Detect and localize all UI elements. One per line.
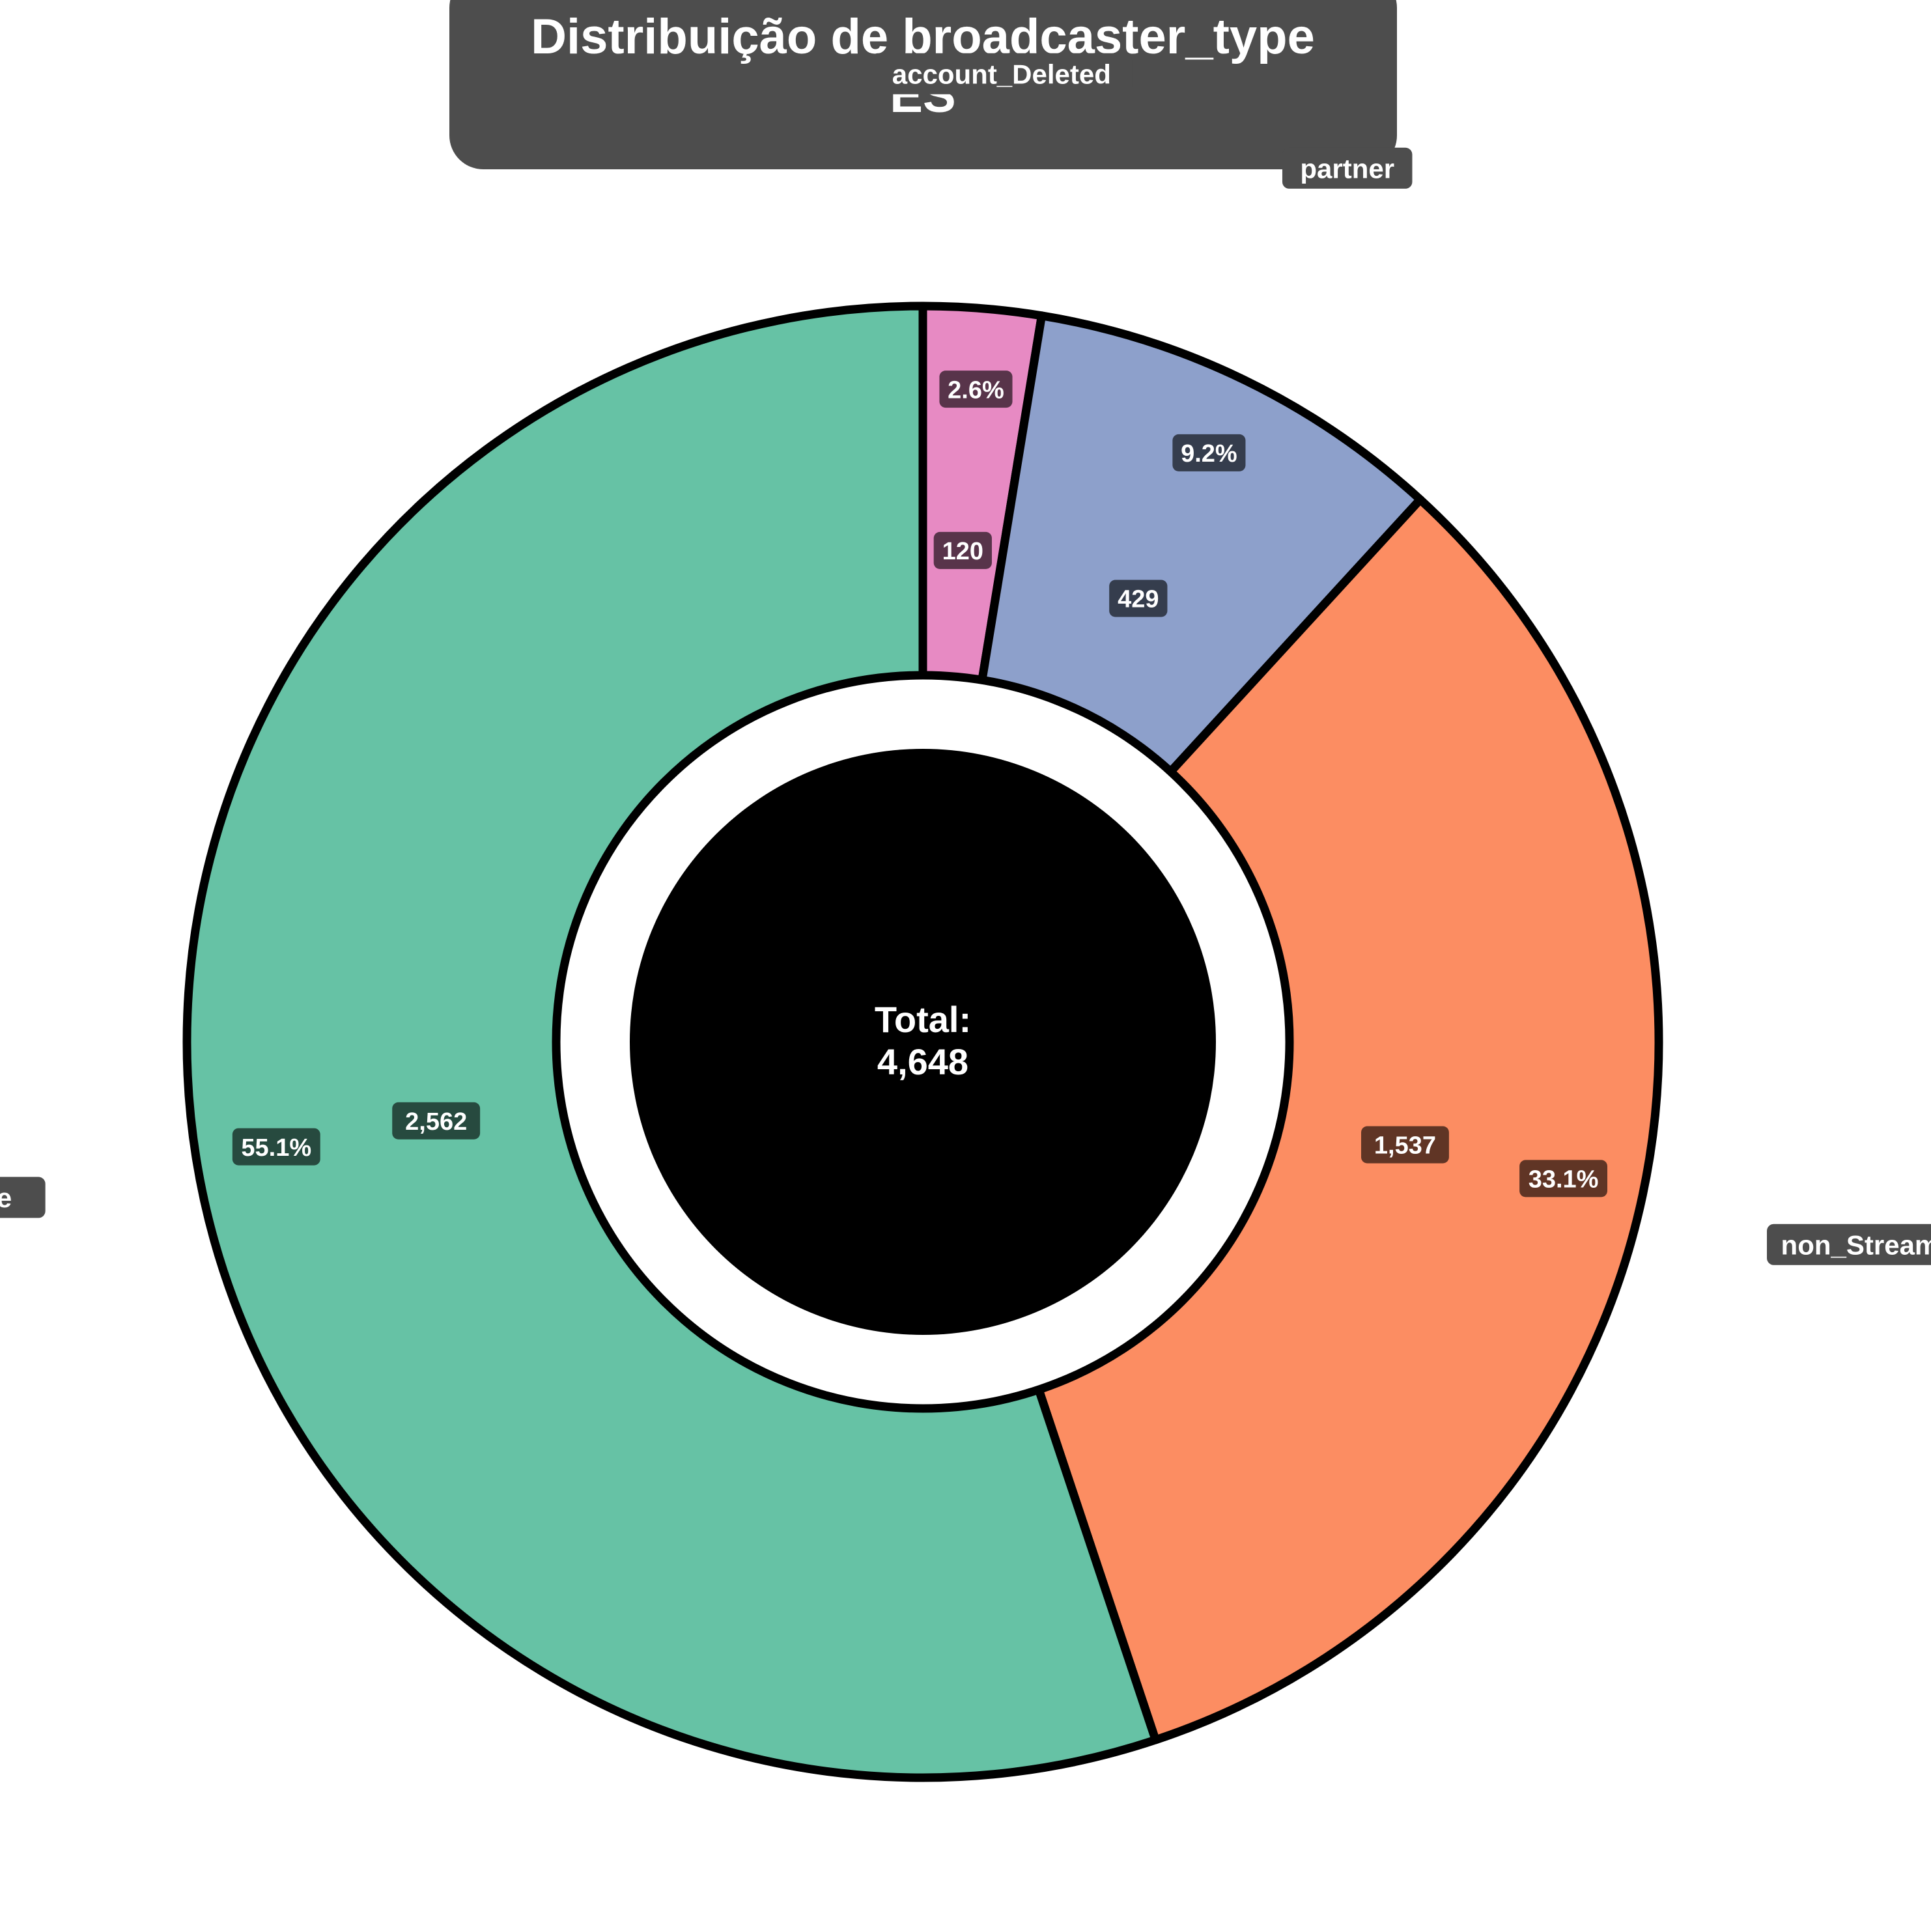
slice-value-affiliate-badge: 2,562 (392, 1102, 481, 1140)
slice-percent-partner-badge-bg (1172, 434, 1246, 471)
slice-percent-affiliate: 55.1% (241, 1134, 311, 1162)
slice-percent-partner: 9.2% (1181, 440, 1237, 468)
slice-label-affiliate: affiliate (0, 1183, 12, 1213)
slice-value-account-deleted: 120 (942, 538, 983, 565)
slice-percent-account-deleted-badge: 2.6% (939, 371, 1013, 408)
donut-center-disc (630, 749, 1216, 1335)
slice-value-partner-badge-bg (1109, 580, 1168, 617)
pie-labels: account_Deleted 2.6% 120 partner 9.2% 429 non_… (0, 53, 1931, 1265)
slice-percent-account-deleted-badge-bg (939, 371, 1013, 408)
slice-percent-non-streamer-badge: 33.1% (1519, 1160, 1608, 1197)
slice-value-non-streamer: 1,537 (1374, 1132, 1436, 1160)
slice-percent-partner-badge: 9.2% (1172, 434, 1246, 471)
slice-percent-affiliate-badge-bg (232, 1128, 320, 1166)
slice-value-partner: 429 (1118, 586, 1159, 613)
slice-value-partner-badge: 429 (1109, 580, 1168, 617)
slice-label-affiliate-badge: affiliate (0, 1177, 46, 1218)
slice-label-non-streamer-badge-bg (1767, 1224, 1931, 1265)
slice-value-affiliate: 2,562 (405, 1108, 467, 1136)
slice-label-account-deleted: account_Deleted (892, 59, 1111, 89)
slice-value-affiliate-badge-bg (392, 1102, 481, 1140)
slice-label-partner-badge-bg (1282, 147, 1413, 189)
slice-value-account-deleted-badge-bg (933, 531, 992, 569)
slice-percent-non-streamer: 33.1% (1529, 1166, 1599, 1194)
slice-label-affiliate-badge-bg (0, 1177, 46, 1218)
slice-percent-affiliate-badge: 55.1% (232, 1128, 320, 1166)
center-total-value: 4,648 (877, 1041, 968, 1082)
slice-percent-non-streamer-badge-bg (1519, 1160, 1608, 1197)
center-total-label: Total: (875, 999, 971, 1040)
slice-label-non-streamer-badge: non_Streamer (1767, 1224, 1931, 1265)
slice-value-non-streamer-badge: 1,537 (1360, 1126, 1449, 1164)
slice-label-non-streamer: non_Streamer (1781, 1229, 1931, 1260)
slice-label-account-deleted-badge-bg (871, 53, 1133, 94)
slice-value-account-deleted-badge: 120 (933, 531, 992, 569)
slice-label-account-deleted-badge: account_Deleted (871, 53, 1133, 94)
slice-percent-account-deleted: 2.6% (948, 376, 1004, 404)
slice-label-partner-badge: partner (1282, 147, 1413, 189)
slice-label-partner: partner (1300, 153, 1394, 184)
slice-value-non-streamer-badge-bg (1360, 1126, 1449, 1164)
pie-slice-non-streamer (918, 495, 1663, 1744)
